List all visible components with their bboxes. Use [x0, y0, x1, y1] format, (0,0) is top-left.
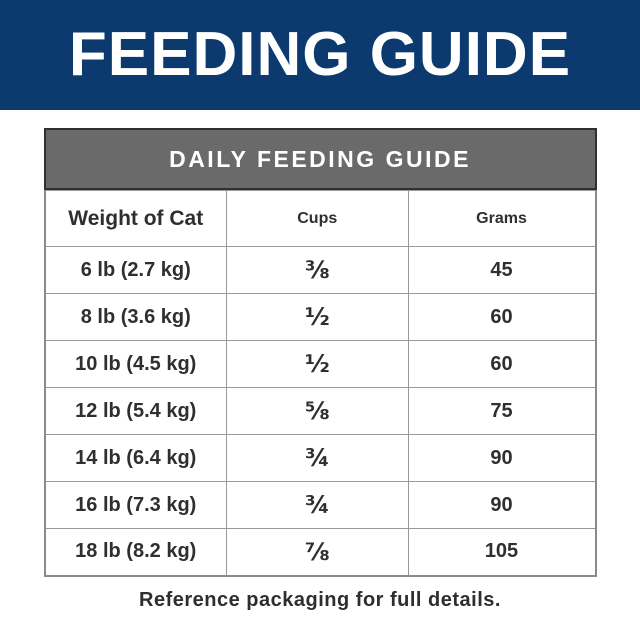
- table-row: 10 lb (4.5 kg) ½ 60: [44, 340, 596, 388]
- grams-cell: 90: [407, 481, 596, 529]
- banner-title: FEEDING GUIDE: [68, 20, 572, 89]
- column-header-grams: Grams: [407, 190, 596, 247]
- cups-cell: ⅝: [226, 387, 409, 435]
- cups-cell: ⅜: [226, 246, 409, 294]
- feeding-guide-banner: FEEDING GUIDE: [0, 0, 640, 110]
- grams-cell: 90: [407, 434, 596, 482]
- cups-cell: ½: [226, 293, 409, 341]
- weight-cell: 14 lb (6.4 kg): [44, 434, 227, 482]
- grams-cell: 60: [407, 340, 596, 388]
- table-row: 8 lb (3.6 kg) ½ 60: [44, 293, 596, 341]
- column-header-weight: Weight of Cat: [44, 190, 227, 247]
- table-title: DAILY FEEDING GUIDE: [169, 145, 471, 172]
- feeding-table: Weight of Cat Cups Grams 6 lb (2.7 kg) ⅜ 4…: [43, 190, 597, 577]
- header-row: Weight of Cat Cups Grams: [44, 190, 596, 247]
- weight-cell: 10 lb (4.5 kg): [44, 340, 227, 388]
- weight-cell: 6 lb (2.7 kg): [44, 246, 227, 294]
- table-title-bar: DAILY FEEDING GUIDE: [43, 128, 597, 190]
- grams-cell: 60: [407, 293, 596, 341]
- cups-cell: ¾: [226, 481, 409, 529]
- cups-cell: ⅞: [226, 528, 409, 576]
- table-row: 18 lb (8.2 kg) ⅞ 105: [44, 528, 596, 576]
- weight-cell: 8 lb (3.6 kg): [44, 293, 227, 341]
- table-row: 16 lb (7.3 kg) ¾ 90: [44, 481, 596, 529]
- table-row: 12 lb (5.4 kg) ⅝ 75: [44, 387, 596, 435]
- feeding-table-body: 6 lb (2.7 kg) ⅜ 45 8 lb (3.6 kg) ½ 60 10 lb (4…: [44, 246, 596, 576]
- feeding-table-head: Weight of Cat Cups Grams: [44, 190, 596, 247]
- table-row: 14 lb (6.4 kg) ¾ 90: [44, 434, 596, 482]
- column-header-cups: Cups: [226, 190, 409, 247]
- weight-cell: 16 lb (7.3 kg): [44, 481, 227, 529]
- grams-cell: 105: [407, 528, 596, 576]
- weight-cell: 12 lb (5.4 kg): [44, 387, 227, 435]
- cups-cell: ¾: [226, 434, 409, 482]
- grams-cell: 75: [407, 387, 596, 435]
- weight-cell: 18 lb (8.2 kg): [44, 528, 227, 576]
- daily-feeding-guide-table: DAILY FEEDING GUIDE Weight of Cat Cups G…: [43, 128, 597, 577]
- cups-cell: ½: [226, 340, 409, 388]
- table-row: 6 lb (2.7 kg) ⅜ 45: [44, 246, 596, 294]
- footer-note: Reference packaging for full details.: [139, 588, 501, 611]
- grams-cell: 45: [407, 246, 596, 294]
